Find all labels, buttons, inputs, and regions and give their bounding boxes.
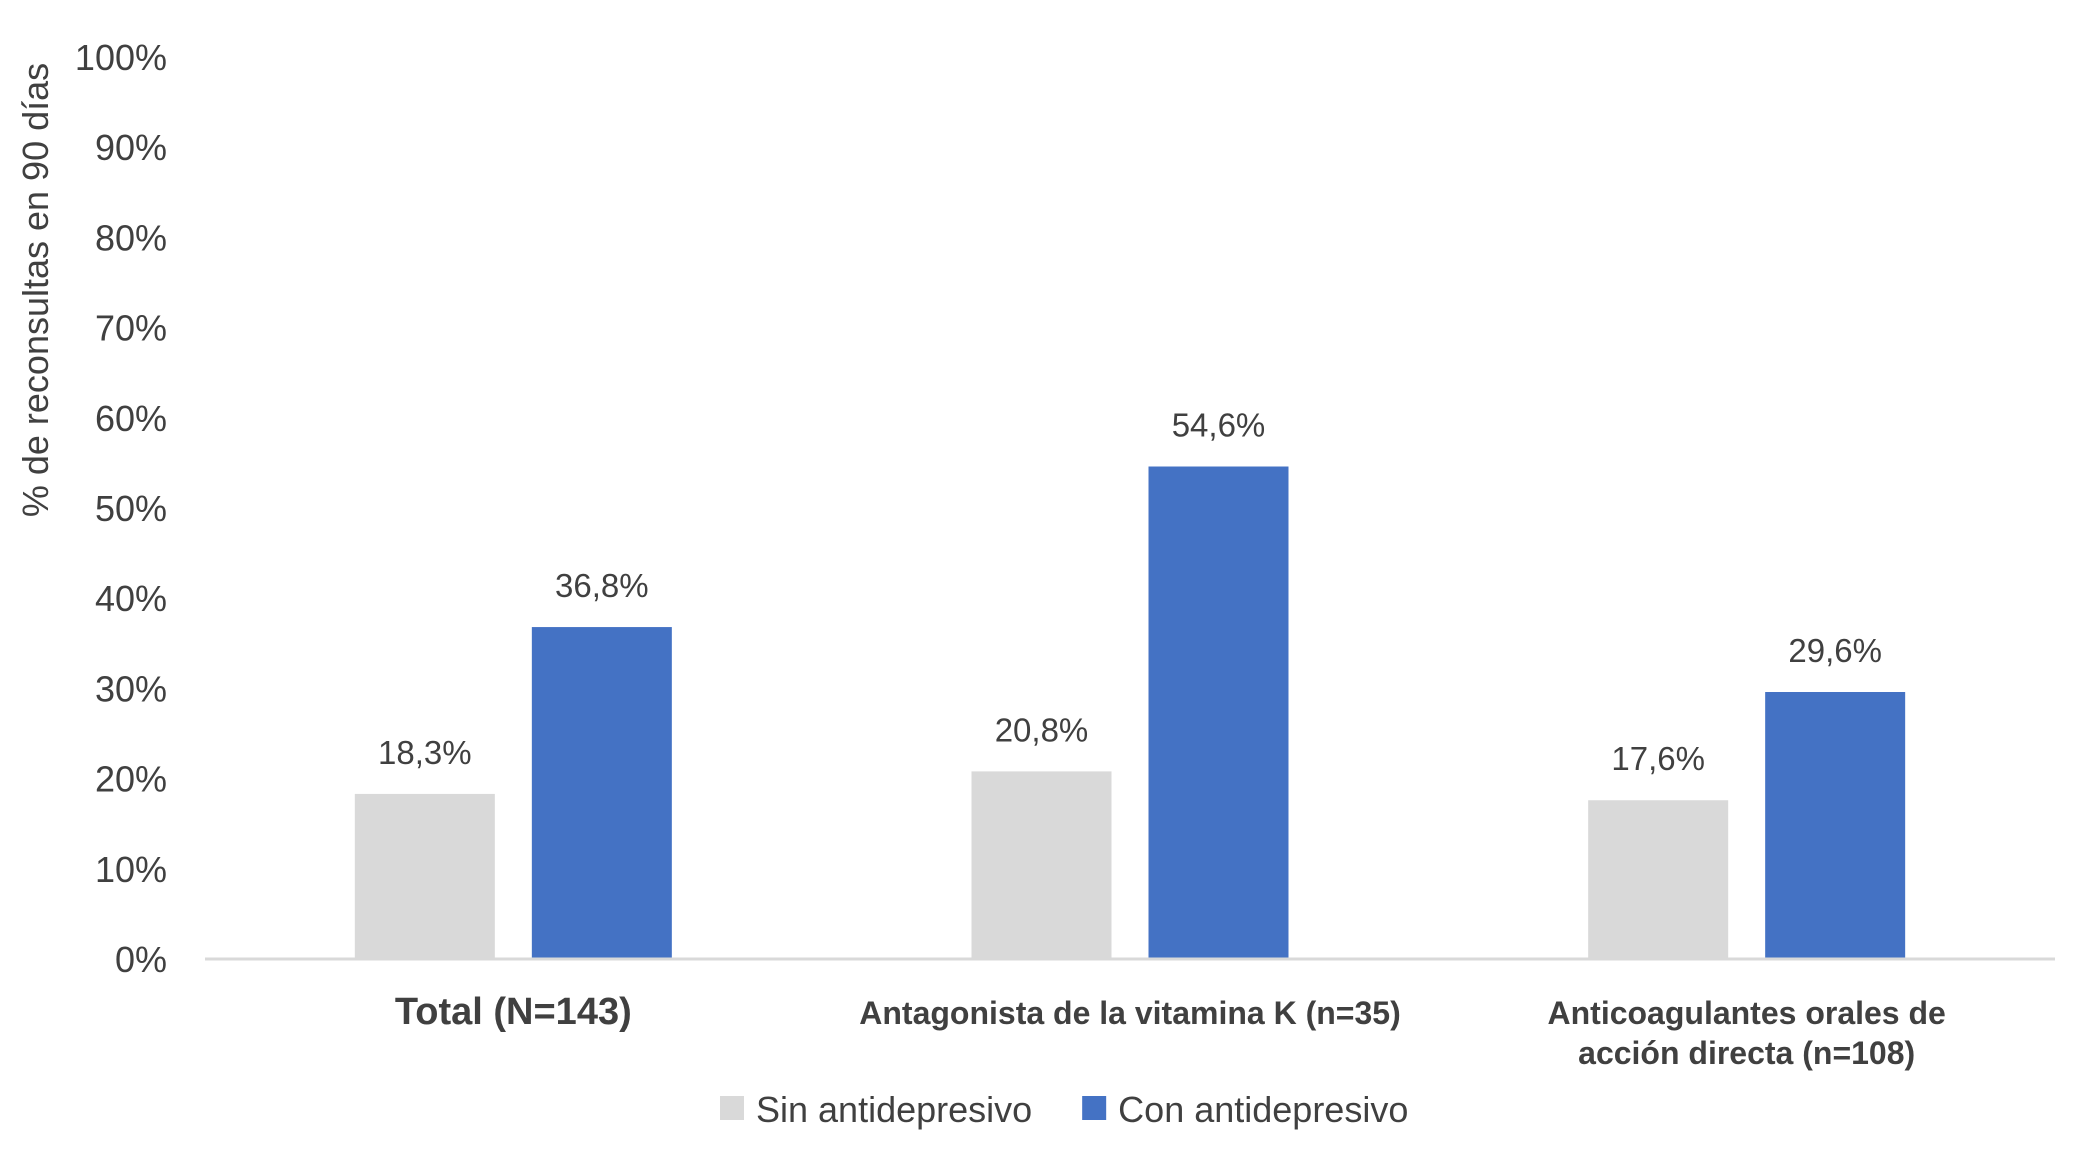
y-tick-label: 50% (95, 488, 167, 529)
data-labels: 18,3% 36,8% 20,8% 54,6% 17,6% 29,6% (378, 407, 1882, 778)
bar (1588, 800, 1729, 959)
x-category-label: Anticoagulantes orales de (1548, 995, 1946, 1031)
x-axis-category-labels: Total (N=143) Antagonista de la vitamina … (395, 991, 1946, 1071)
legend: Sin antidepresivo Con antidepresivo (720, 1089, 1408, 1130)
bar-value-label: 54,6% (1172, 407, 1266, 444)
legend-label: Sin antidepresivo (756, 1089, 1032, 1130)
bar (971, 771, 1112, 959)
legend-swatch (720, 1096, 744, 1120)
x-category-label: Total (N=143) (395, 991, 632, 1033)
y-tick-label: 90% (95, 127, 167, 168)
bar-value-label: 36,8% (555, 567, 649, 604)
bar-value-label: 20,8% (995, 711, 1089, 748)
y-tick-label: 70% (95, 308, 167, 349)
bar (1765, 692, 1906, 959)
y-axis-ticks: 0% 10% 20% 30% 40% 50% 60% 70% 80% 90% 100% (75, 37, 167, 980)
y-tick-label: 100% (75, 37, 167, 78)
y-tick-label: 60% (95, 398, 167, 439)
x-category-label: acción directa (n=108) (1578, 1035, 1915, 1071)
y-tick-label: 20% (95, 759, 167, 800)
y-axis-title: % de reconsultas en 90 días (15, 63, 56, 517)
legend-swatch (1082, 1096, 1107, 1120)
y-tick-label: 10% (95, 849, 167, 890)
y-tick-label: 80% (95, 217, 167, 258)
bar (531, 627, 672, 959)
x-category-label: Antagonista de la vitamina K (n=35) (859, 995, 1400, 1031)
legend-label: Con antidepresivo (1118, 1089, 1408, 1130)
bar-value-label: 17,6% (1611, 740, 1705, 777)
bar (1148, 466, 1289, 959)
bar-value-label: 29,6% (1788, 632, 1882, 669)
bar (354, 793, 495, 959)
y-tick-label: 40% (95, 578, 167, 619)
y-tick-label: 30% (95, 668, 167, 709)
bar-value-label: 18,3% (378, 734, 472, 771)
bars (354, 466, 1906, 959)
y-tick-label: 0% (115, 939, 167, 980)
